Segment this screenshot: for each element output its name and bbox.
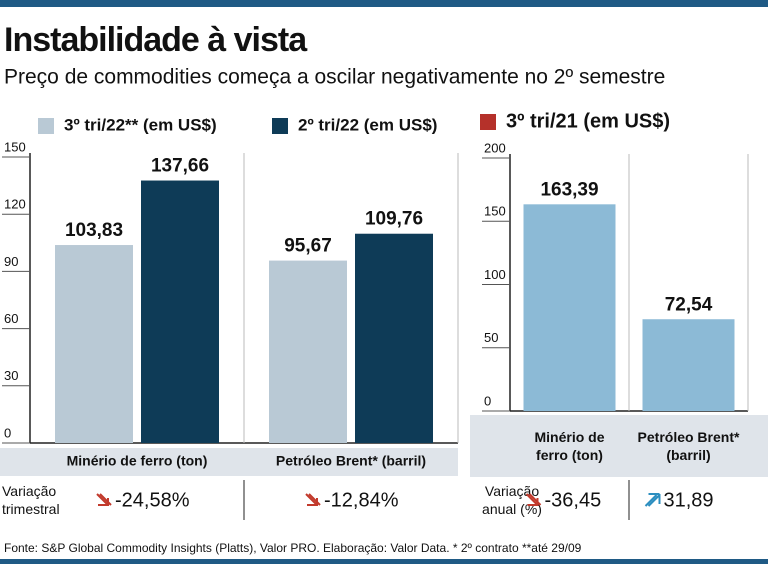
y-tick-label: 0 [484,393,491,408]
category-band [0,448,458,476]
value-label: 109,76 [365,209,423,230]
legend-swatch [480,114,496,130]
variation-value: -36,45 [545,489,602,511]
arrow-shape [525,493,542,506]
variation-label-text: Variação trimestral [2,483,60,517]
value-label: 163,39 [540,179,598,200]
arrow-shape [644,493,661,507]
variation-label-text: Variação anual (%) [482,483,542,517]
variation-value: 31,89 [664,489,714,511]
variation-arrow [525,493,542,506]
legend-swatch [272,118,288,134]
subtitle: Preço de commodities começa a oscilar ne… [4,66,665,89]
bar [642,319,735,411]
variation-value: -24,58% [115,489,190,511]
y-tick-label: 100 [484,267,506,282]
y-tick-label: 30 [4,368,18,383]
category-label: Petróleo Brent* (barril) [637,429,740,463]
y-tick-label: 150 [4,139,26,154]
y-tick-label: 200 [484,140,506,155]
legend-label: 3º tri/21 (em US$) [506,110,670,132]
variation-arrow [644,493,661,507]
value-label: 137,66 [151,156,209,177]
y-tick-label: 120 [4,197,26,212]
variation-value: -12,84% [324,489,399,511]
y-tick-label: 150 [484,204,506,219]
category-text: Petróleo Brent* (barril) [637,429,740,463]
y-tick-label: 0 [4,425,11,440]
variation-arrow [96,493,112,506]
bottom-bar [0,559,768,564]
y-tick-label: 90 [4,254,18,269]
value-label: 72,54 [665,294,713,315]
bar [523,204,616,411]
source: Fonte: S&P Global Commodity Insights (Pl… [4,541,582,555]
title: Instabilidade à vista [4,21,308,59]
category-text: Minério de ferro (ton) [534,429,605,463]
arrow-shape [96,493,112,506]
category-band [470,415,768,477]
bar [55,245,133,443]
category-label: Petróleo Brent* (barril) [276,453,426,469]
value-label: 95,67 [284,236,332,257]
value-label: 103,83 [65,220,123,241]
arrow-shape [305,493,321,506]
bar [355,233,433,443]
y-tick-label: 60 [4,311,18,326]
variation-label: Variação anual (%) [482,483,542,517]
variation-arrow [305,493,321,506]
category-label: Minério de ferro (ton) [67,453,208,469]
legend-label: 2º tri/22 (em US$) [298,115,437,134]
variation-label: Variação trimestral [2,483,60,517]
bar [141,180,219,443]
category-label: Minério de ferro (ton) [534,429,605,463]
legend-label: 3º tri/22** (em US$) [64,115,217,134]
y-tick-label: 50 [484,330,498,345]
legend-swatch [38,118,54,134]
top-bar [0,0,768,7]
bar [269,260,347,443]
